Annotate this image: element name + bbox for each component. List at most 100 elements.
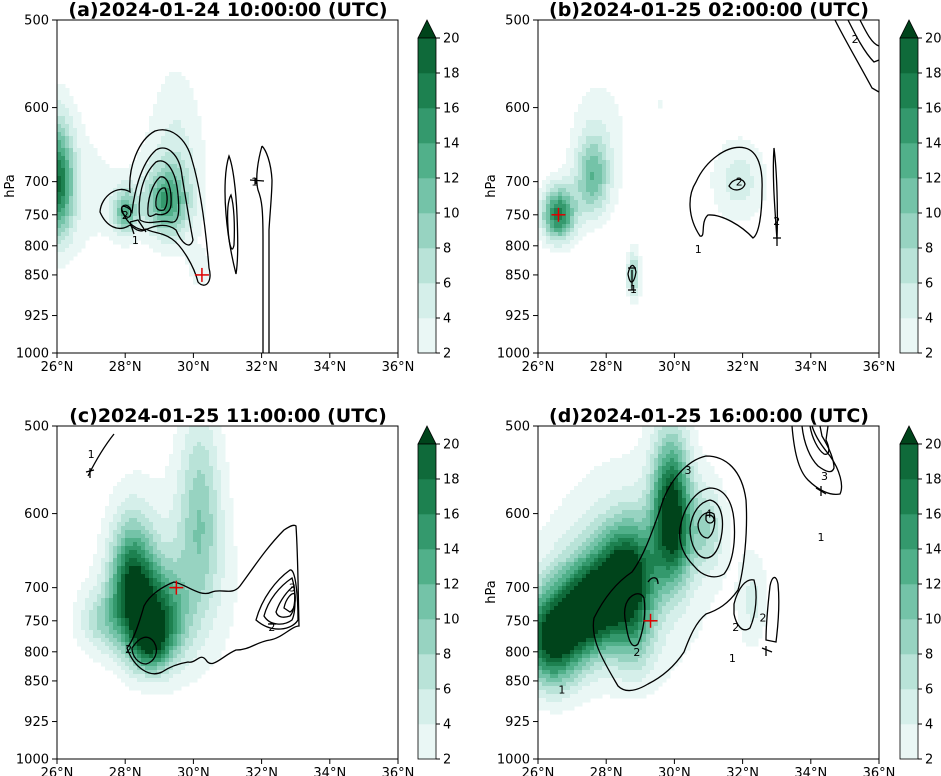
colorbar-segment [418, 549, 436, 585]
contour-label: 2 [736, 176, 743, 189]
colorbar-tick-label: 8 [443, 242, 451, 257]
contour-label: 2 [633, 646, 640, 659]
colorbar-segment [900, 549, 918, 585]
colorbar-tick-label: 16 [443, 508, 460, 523]
contour-line [226, 193, 236, 250]
colorbar-tick-label: 10 [443, 207, 460, 222]
contour-label: 2 [760, 612, 767, 625]
shading-layer [538, 426, 767, 715]
x-tick-label: 36°N [863, 360, 896, 375]
colorbar: 2 4 6 8 10 12 14 16 18 20 [417, 19, 460, 362]
x-tick-label: 34°N [313, 360, 346, 375]
shading-layer [538, 88, 767, 305]
y-axis: 500 600 700 750 800 850 925 1000 [497, 420, 538, 768]
contour-line [689, 499, 724, 559]
colorbar-segment [900, 213, 918, 249]
y-tick-label: 600 [505, 101, 530, 116]
contour-label: 1 [630, 283, 637, 296]
colorbar-segment [900, 38, 918, 74]
colorbar-tick-label: 4 [925, 312, 933, 327]
y-tick-label: 700 [505, 581, 530, 596]
contour-label: 1 [818, 531, 825, 544]
colorbar-tick-label: 6 [925, 277, 933, 292]
colorbar-tick-label: 4 [443, 718, 451, 733]
colorbar-tick-label: 14 [925, 543, 941, 558]
contour-label: 3 [289, 582, 296, 595]
colorbar-tick-label: 6 [925, 683, 933, 698]
colorbar-segment [418, 178, 436, 214]
x-tick-label: 30°N [177, 766, 210, 776]
contour-lines [85, 433, 300, 675]
contour-line [126, 524, 300, 675]
x-tick-label: 32°N [245, 360, 278, 375]
contour-line [834, 20, 879, 93]
colorbar-segment [900, 318, 918, 354]
x-tick-label: 34°N [313, 766, 346, 776]
colorbar-tick-label: 14 [925, 137, 941, 152]
y-tick-label: 500 [24, 420, 49, 435]
x-tick-label: 36°N [863, 766, 896, 776]
colorbar-tick-label: 12 [443, 578, 460, 593]
x-tick-label: 26°N [522, 360, 555, 375]
colorbar-tick-label: 8 [925, 242, 933, 257]
contour-line [249, 178, 265, 184]
colorbar-segment [900, 283, 918, 319]
colorbar-tick-label: 8 [443, 648, 451, 663]
colorbar-segment [418, 654, 436, 690]
colorbar-tick-label: 20 [443, 438, 460, 453]
y-tick-label: 600 [505, 507, 530, 522]
colorbar-segment [900, 479, 918, 515]
contour-line [791, 426, 843, 496]
colorbar-frame [417, 37, 437, 354]
colorbar-tick-label: 2 [925, 347, 933, 362]
storm-center-marker [194, 267, 209, 282]
x-tick-label: 34°N [794, 766, 827, 776]
contour-line [99, 129, 211, 286]
contour-labels: 2 1 2 1 2 [630, 33, 859, 296]
contour-line [689, 146, 763, 239]
contour-line [697, 511, 716, 539]
y-tick-label: 500 [505, 14, 530, 29]
contour-label: 3 [821, 470, 828, 483]
y-tick-label: 700 [24, 175, 49, 190]
colorbar-frame [417, 443, 437, 760]
y-tick-label: 850 [505, 268, 530, 283]
y-tick-label: 925 [505, 309, 530, 324]
y-tick-label: 1000 [497, 753, 530, 768]
colorbar-segment [418, 318, 436, 354]
colorbar-segment [418, 73, 436, 109]
x-tick-label: 28°N [109, 766, 142, 776]
contour-label: 4 [705, 508, 712, 521]
colorbar-tick-label: 8 [925, 648, 933, 663]
colorbar-tick-label: 20 [925, 438, 941, 453]
contour-line [256, 145, 273, 353]
colorbar-tick-label: 16 [925, 102, 941, 117]
x-tick-label: 34°N [794, 360, 827, 375]
contour-line [705, 514, 715, 524]
contour-line [224, 154, 239, 275]
y-tick-label: 800 [24, 645, 49, 660]
colorbar-tick-label: 18 [925, 473, 941, 488]
colorbar-tick-label: 2 [443, 753, 451, 768]
y-tick-label: 1000 [16, 347, 49, 362]
contour-line [728, 178, 746, 191]
contour-line [678, 487, 736, 578]
y-tick-label: 800 [24, 239, 49, 254]
colorbar-segment [418, 444, 436, 480]
colorbar-tick-label: 6 [443, 277, 451, 292]
panel-title: (a)2024-01-24 10:00:00 (UTC) [68, 0, 387, 21]
colorbar-frame [899, 37, 919, 354]
contour-label: 1 [695, 243, 702, 256]
contour-label: 2 [122, 209, 129, 222]
colorbar-segment [418, 248, 436, 284]
panel-title: (b)2024-01-25 02:00:00 (UTC) [549, 0, 869, 21]
x-tick-label: 36°N [382, 766, 415, 776]
x-axis: 26°N 28°N 30°N 32°N 34°N 36°N [41, 759, 415, 776]
x-tick-label: 36°N [382, 360, 415, 375]
contour-label: 2 [732, 621, 739, 634]
y-axis: 500 600 700 750 800 850 925 1000 [16, 14, 57, 362]
colorbar-segment [418, 283, 436, 319]
colorbar-tick-label: 20 [443, 32, 460, 47]
